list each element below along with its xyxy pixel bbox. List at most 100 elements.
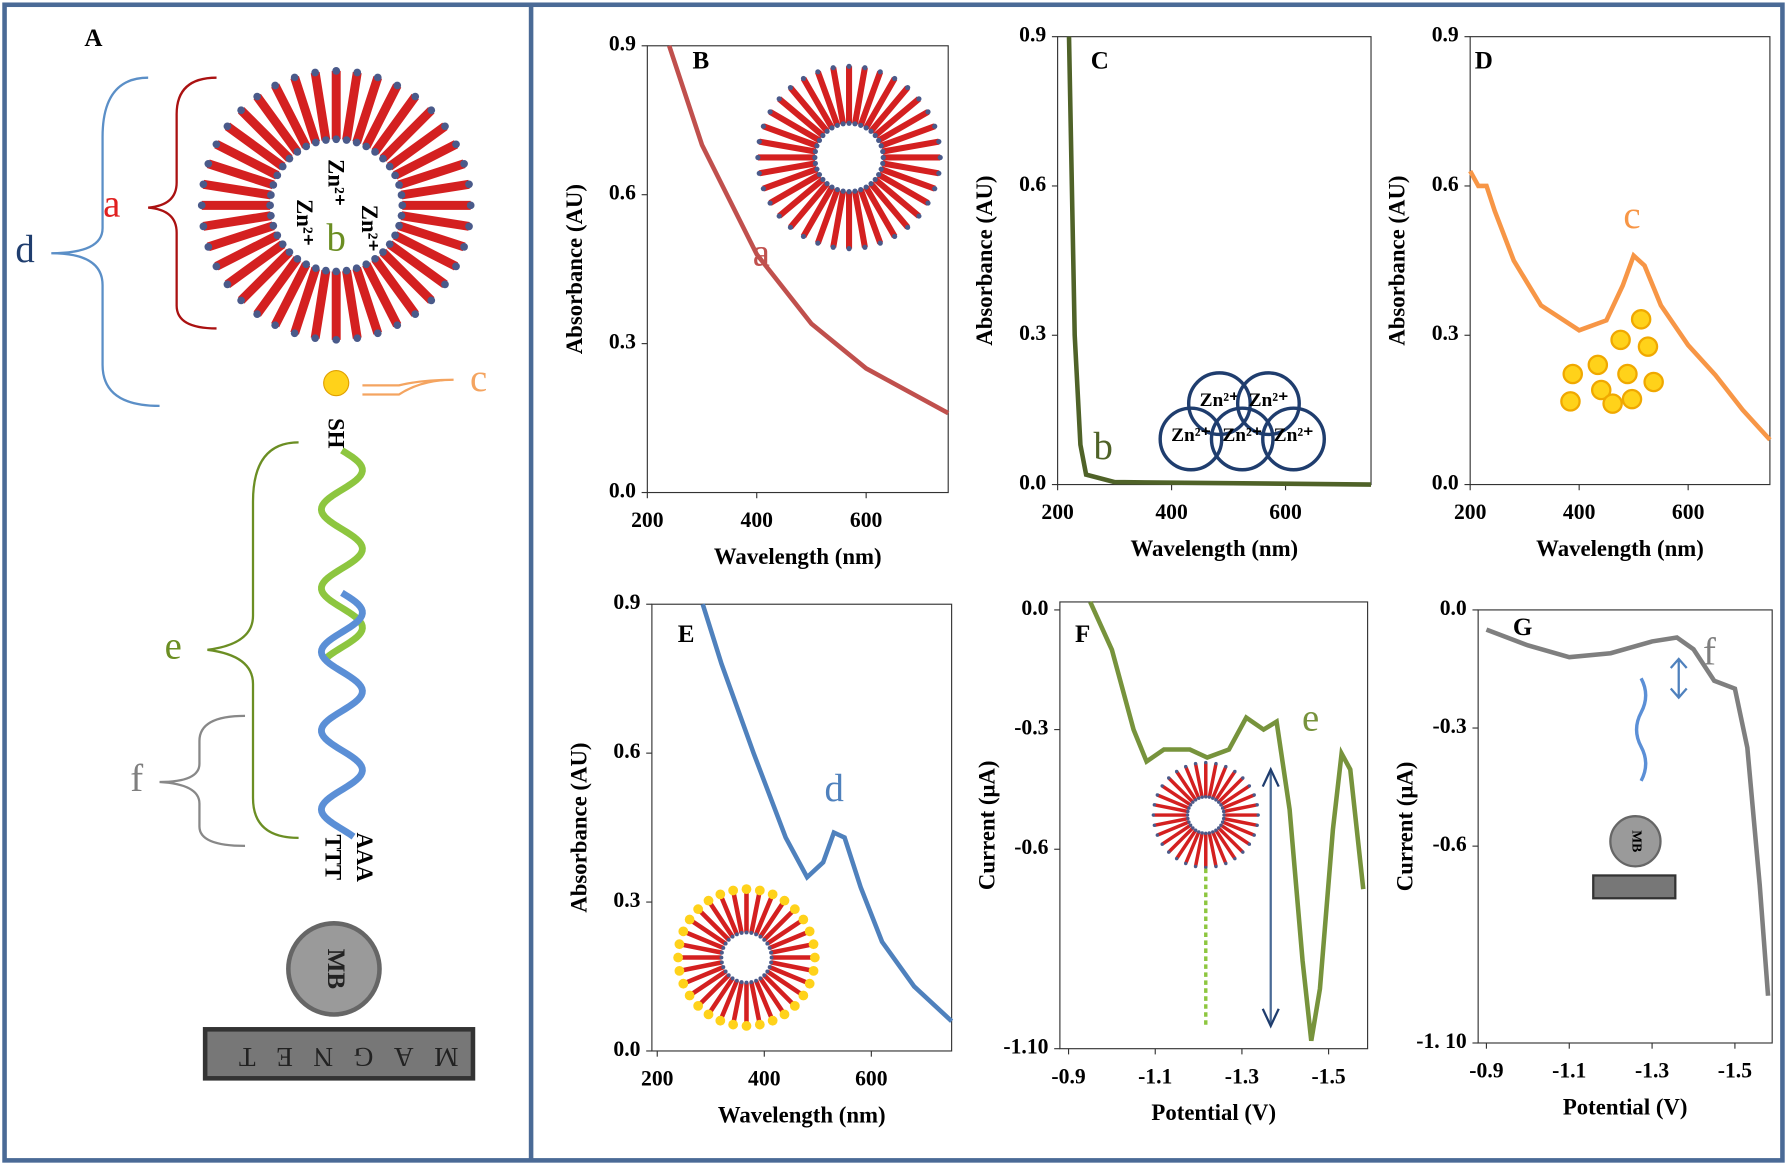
lipid-head bbox=[371, 148, 379, 156]
lipid-head bbox=[266, 201, 274, 210]
lipid-head bbox=[834, 186, 840, 193]
lipid-tail bbox=[678, 941, 723, 955]
gold-particle bbox=[728, 885, 739, 896]
gold-particle bbox=[715, 1015, 726, 1026]
gold-particle bbox=[1610, 329, 1631, 351]
lipid-head bbox=[769, 955, 774, 960]
lipid-tail bbox=[1184, 765, 1201, 799]
lipid-head bbox=[332, 335, 341, 344]
lipid-tail bbox=[1193, 832, 1204, 867]
lipid-head bbox=[814, 166, 820, 172]
lipid-head bbox=[749, 930, 754, 935]
x-tick-label: 200 bbox=[1041, 500, 1073, 524]
lipid-tail bbox=[342, 269, 362, 339]
bracket-d bbox=[51, 76, 160, 408]
lipid-head bbox=[1160, 784, 1164, 788]
lipid-tail bbox=[371, 256, 419, 317]
inset-magnet bbox=[1592, 874, 1677, 900]
lipid-head bbox=[311, 334, 320, 343]
lipid-tail bbox=[1207, 832, 1218, 867]
lipid-head bbox=[816, 171, 823, 178]
lipid-head bbox=[278, 240, 287, 249]
y-axis-label: Absorbance (AU) bbox=[1385, 176, 1410, 346]
x-tick-label: 200 bbox=[641, 1067, 673, 1091]
lipid-head bbox=[460, 243, 468, 251]
x-axis-label: Wavelength (nm) bbox=[1130, 536, 1298, 561]
signal-arrowhead bbox=[1261, 766, 1280, 1029]
lipid-head bbox=[936, 170, 942, 176]
lipid-head bbox=[762, 937, 767, 942]
lipid-tail bbox=[1217, 826, 1245, 854]
lipid-head bbox=[1204, 760, 1208, 765]
lipid-head bbox=[754, 978, 759, 983]
lipid-head bbox=[880, 154, 886, 161]
lipid-head bbox=[840, 188, 846, 194]
lipid-head bbox=[379, 248, 387, 256]
lipid-tail bbox=[696, 973, 731, 1008]
lipid-head bbox=[726, 937, 731, 942]
lipid-head bbox=[223, 122, 232, 131]
lipid-tail bbox=[851, 190, 868, 248]
y-tick-label: 0.9 bbox=[609, 32, 636, 56]
lipid-tail bbox=[800, 185, 835, 238]
lipid-head bbox=[1214, 761, 1218, 766]
curve-label: b bbox=[1094, 425, 1113, 468]
gold-nanoparticle bbox=[323, 370, 350, 397]
lipid-head bbox=[1160, 842, 1164, 846]
curve-label: d bbox=[825, 767, 844, 810]
gold-particle bbox=[678, 978, 689, 989]
zinc-ion bbox=[1158, 406, 1224, 472]
lipid-head bbox=[311, 138, 320, 147]
lipid-head bbox=[322, 266, 330, 275]
lipid-head bbox=[1174, 769, 1179, 774]
part-label: e bbox=[165, 625, 182, 668]
lipid-head bbox=[776, 213, 782, 219]
lipid-head bbox=[1155, 833, 1160, 837]
lipid-head bbox=[840, 121, 846, 127]
lipid-head bbox=[758, 976, 763, 981]
lipid-tail bbox=[237, 107, 293, 162]
lipid-head bbox=[721, 945, 726, 950]
gold-particle bbox=[754, 885, 765, 896]
lipid-head bbox=[353, 334, 362, 343]
lipid-tail bbox=[758, 160, 816, 177]
y-axis-label: Absorbance (AU) bbox=[972, 176, 997, 346]
data-line bbox=[1485, 627, 1771, 996]
lipid-tail bbox=[1214, 770, 1237, 801]
lipid-tail bbox=[1211, 765, 1228, 799]
lipid-head bbox=[1211, 796, 1215, 800]
lipid-head bbox=[1241, 776, 1245, 780]
lipid-head bbox=[1221, 816, 1226, 821]
x-tick-label: 400 bbox=[1155, 500, 1187, 524]
lipid-head bbox=[858, 122, 864, 128]
magnetic-bead bbox=[286, 921, 382, 1017]
data-line bbox=[1468, 169, 1772, 442]
lipid-head bbox=[267, 211, 275, 220]
lipid-tail bbox=[253, 256, 301, 317]
lipid-head bbox=[756, 139, 762, 145]
lipid-head bbox=[371, 254, 379, 263]
lipid-head bbox=[237, 296, 245, 305]
lipid-head bbox=[739, 980, 744, 985]
lipid-head bbox=[892, 233, 898, 240]
lipid-head bbox=[760, 123, 766, 129]
lipid-head bbox=[1183, 764, 1188, 769]
lipid-tail bbox=[768, 171, 821, 206]
lipid-head bbox=[373, 329, 382, 338]
inset-bead bbox=[1609, 815, 1662, 868]
lipid-head bbox=[905, 224, 911, 230]
data-line bbox=[700, 603, 954, 1023]
lipid-tail bbox=[873, 177, 921, 219]
lipid-head bbox=[739, 930, 744, 935]
lipid-head bbox=[814, 143, 820, 149]
gold-particle bbox=[741, 884, 752, 895]
lipid-head bbox=[273, 231, 282, 240]
gold-particle bbox=[1630, 309, 1652, 330]
lipid-tail bbox=[224, 122, 286, 171]
y-tick-label: -0.6 bbox=[1432, 832, 1466, 856]
lipid-tail bbox=[1214, 829, 1237, 860]
lipid-head bbox=[1200, 795, 1204, 799]
panel-label: D bbox=[1475, 48, 1493, 75]
gold-particle bbox=[804, 978, 815, 989]
lipid-tail bbox=[762, 166, 818, 192]
